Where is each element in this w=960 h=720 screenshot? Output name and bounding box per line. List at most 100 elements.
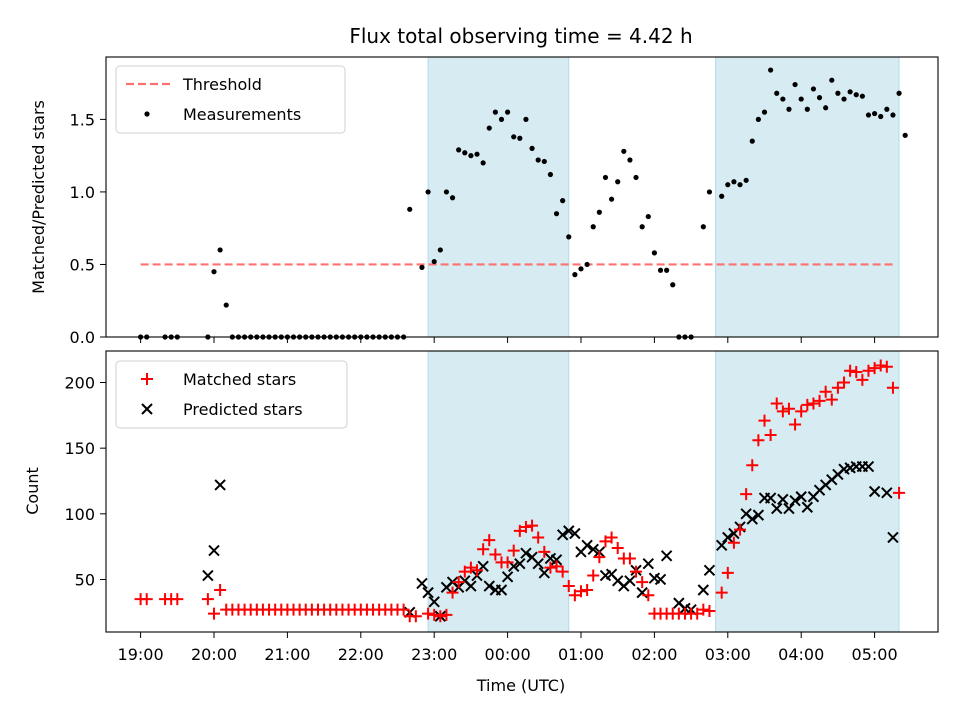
predicted-star-point (208, 544, 220, 557)
x-tick-label: 03:00 (705, 645, 751, 664)
measurement-point (425, 189, 431, 195)
matched-star-point (758, 414, 771, 427)
measurement-point (449, 195, 456, 201)
predicted-star-point (428, 596, 440, 608)
x-tick-label: 19:00 (118, 645, 164, 664)
matched-star-point (727, 536, 740, 549)
matched-star-point (721, 566, 734, 579)
measurement-point (719, 193, 725, 199)
matched-star-point (825, 393, 838, 406)
matched-star-point (752, 434, 765, 447)
bottom-legend: Matched stars Predicted stars (115, 360, 348, 429)
matched-star-point (856, 373, 869, 386)
measurement-point (725, 182, 731, 188)
measurement-point (553, 211, 560, 217)
predicted-star-point (715, 539, 728, 552)
measurement-point (792, 81, 798, 88)
matched-star-point (464, 561, 477, 574)
predicted-star-point (563, 525, 575, 537)
matched-star-point (544, 561, 557, 574)
y-tick-label: 1.0 (70, 183, 95, 202)
matched-star-point (532, 531, 545, 544)
measurement-point (431, 258, 437, 265)
measurement-point (780, 96, 786, 102)
matched-star-point (471, 564, 484, 577)
matched-star-point (593, 551, 606, 564)
measurement-point (492, 109, 498, 115)
x-tick-label: 04:00 (778, 645, 824, 664)
measurement-point (437, 247, 443, 253)
measurement-point (853, 92, 859, 98)
matched-star-point (446, 586, 459, 599)
matched-star-point (513, 524, 526, 537)
matched-star-point (171, 593, 184, 606)
matched-star-point (630, 565, 643, 578)
predicted-star-point (777, 493, 789, 506)
matched-star-point (526, 519, 539, 532)
predicted-star-point (868, 485, 881, 498)
predicted-star-point (795, 491, 807, 503)
matched-star-point (844, 364, 857, 377)
measurement-point (474, 151, 480, 157)
predicted-star-point (581, 539, 593, 552)
matched-star-point (838, 376, 851, 389)
matched-star-point (452, 576, 465, 589)
top-legend: Threshold Measurements (115, 65, 346, 134)
measurement-point (878, 113, 884, 120)
predicted-star-point (783, 502, 795, 515)
measurement-point (670, 282, 676, 288)
predicted-star-point (550, 554, 563, 566)
top-panel: 0.0 0.5 1.0 1.5 Matched/Predicted stars Thr… (29, 56, 939, 347)
matched-star-point (611, 541, 624, 554)
measurement-point (560, 198, 566, 204)
matched-star-point (746, 459, 759, 472)
matched-star-point (201, 593, 214, 606)
predicted-star-point (495, 584, 508, 596)
measurement-point (810, 86, 817, 92)
matched-star-point (428, 608, 441, 621)
measurement-point (621, 148, 627, 154)
y-tick-label: 200 (64, 374, 95, 393)
measurement-point (816, 95, 823, 101)
measurement-point (602, 174, 609, 181)
matched-star-point (623, 552, 636, 565)
predicted-star-point (642, 558, 654, 570)
matched-star-point (575, 585, 587, 598)
measurement-point (523, 116, 529, 122)
predicted-star-point (624, 575, 636, 587)
measurement-point (798, 96, 804, 102)
x-tick-label: 05:00 (852, 645, 898, 664)
legend-matched-swatch (141, 373, 153, 385)
measurement-point (529, 145, 535, 151)
matched-star-point (434, 610, 447, 623)
x-tick-label: 20:00 (191, 645, 237, 664)
measurement-point (890, 112, 896, 118)
y-tick-label: 100 (64, 505, 95, 524)
matched-star-point (587, 569, 600, 582)
measurement-point (902, 132, 908, 138)
observing-window (427, 350, 570, 633)
predicted-star-point (556, 529, 569, 541)
predicted-star-point (881, 487, 893, 499)
predicted-star-point (887, 531, 899, 544)
measurement-point (419, 264, 425, 270)
measurement-point (443, 189, 450, 195)
matched-star-point (568, 589, 581, 602)
observing-window (427, 56, 570, 338)
measurement-point (572, 272, 578, 278)
matched-star-point (458, 565, 471, 578)
measurement-point (664, 267, 670, 273)
matched-star-point (538, 545, 551, 558)
matched-star-point (807, 397, 820, 410)
predicted-star-point (514, 558, 526, 570)
legend-measurements-label: Measurements (183, 105, 301, 124)
measurement-point (223, 302, 229, 308)
matched-star-point (764, 429, 777, 442)
measurement-point (823, 105, 829, 111)
measurement-point (608, 196, 615, 202)
matched-star-point (397, 603, 410, 616)
measurement-point (480, 160, 486, 166)
measurement-point (578, 266, 584, 272)
matched-star-point (489, 548, 502, 561)
